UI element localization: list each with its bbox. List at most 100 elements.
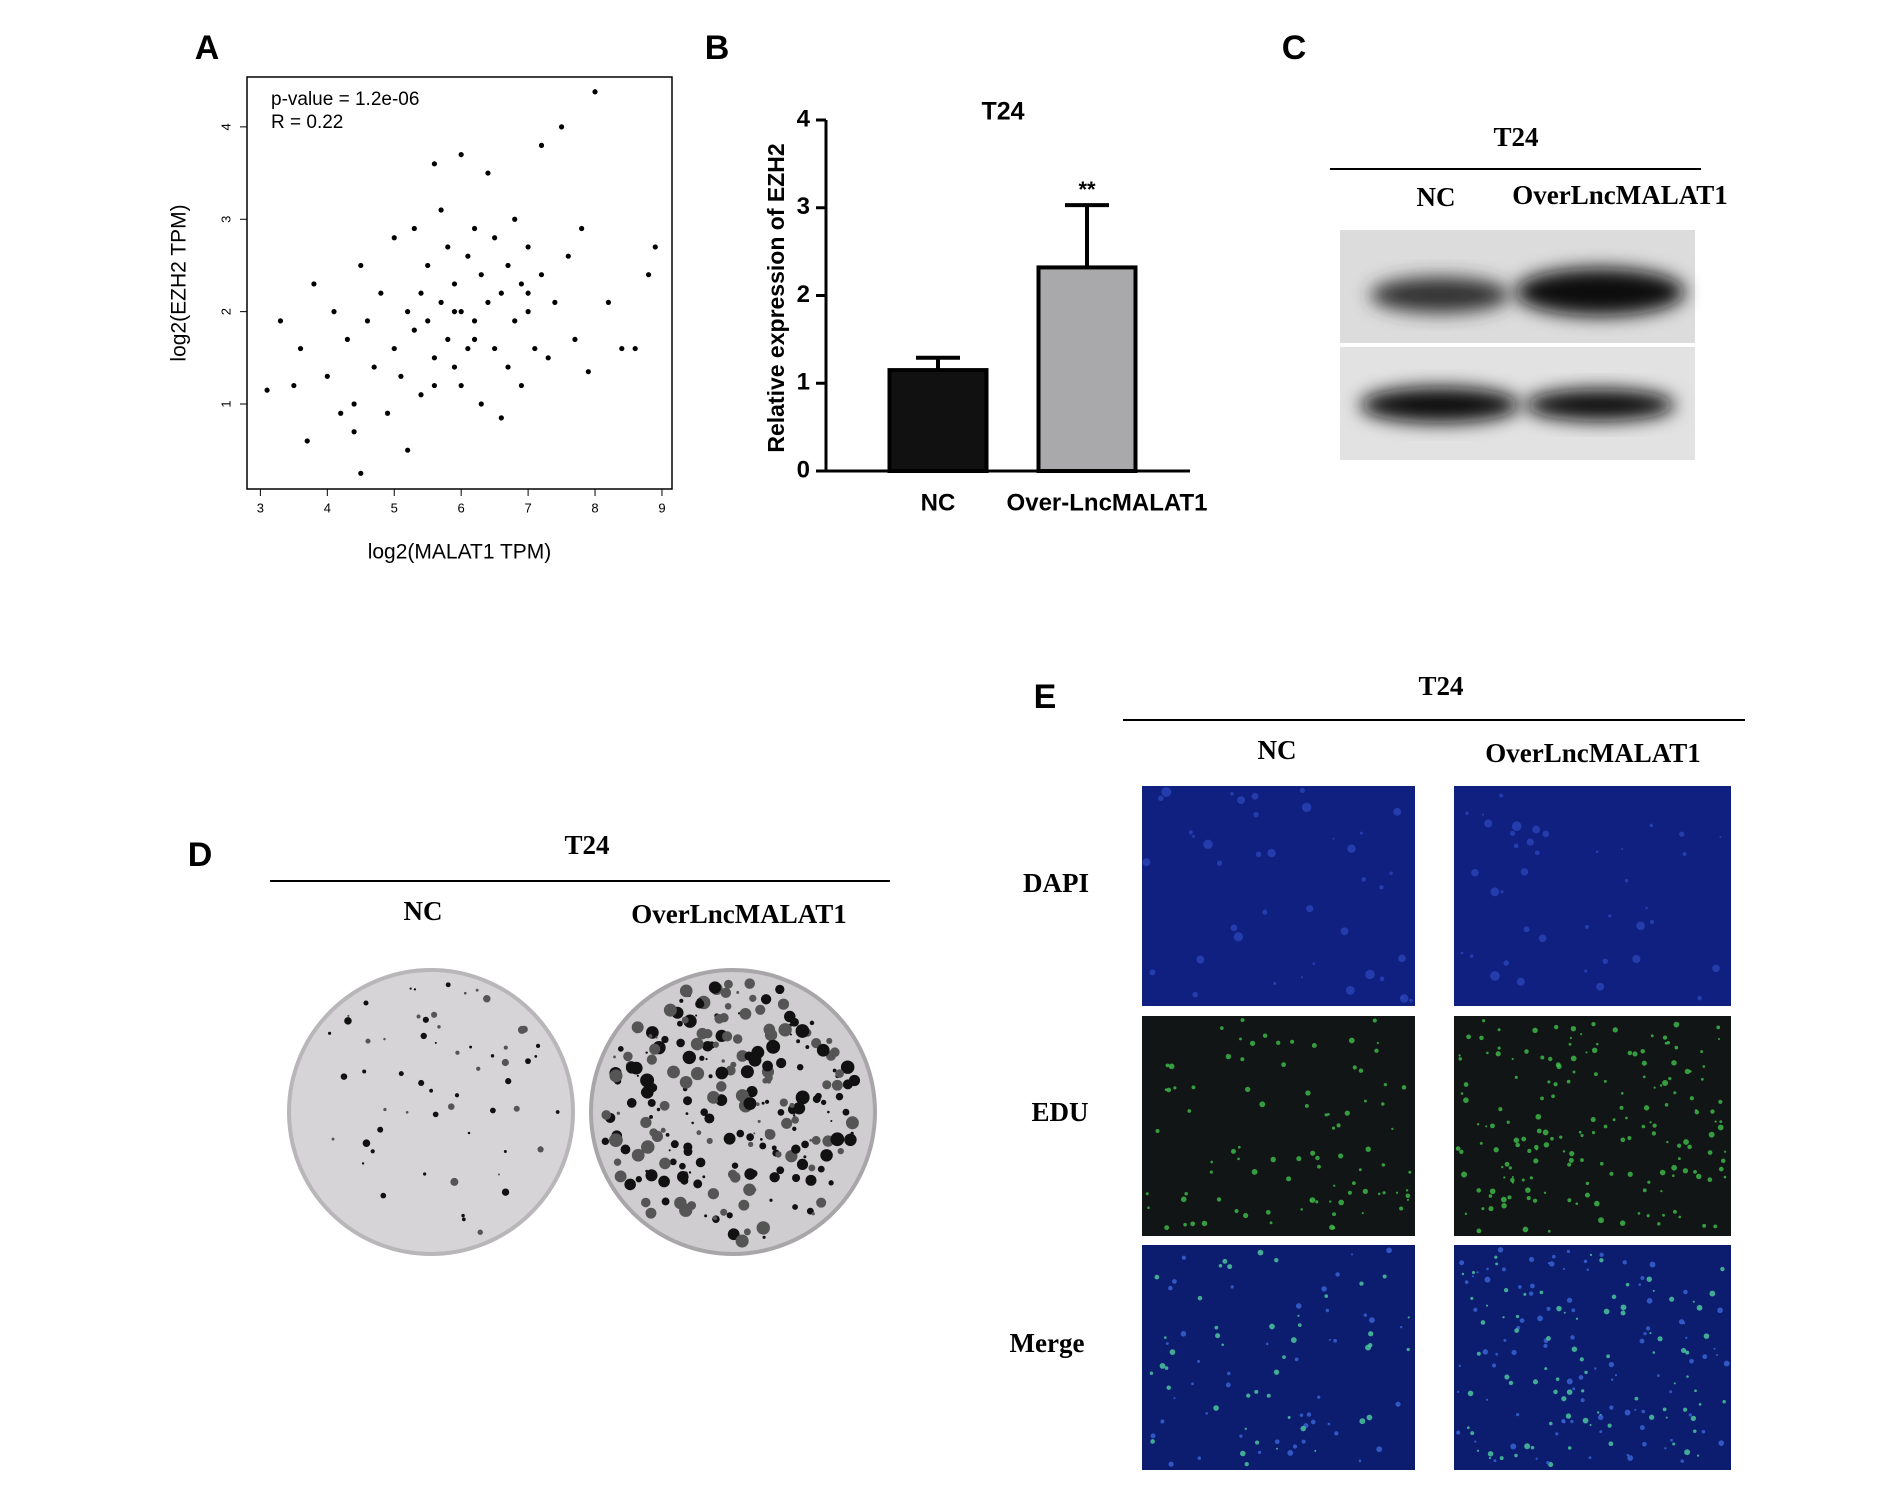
cell <box>1598 1217 1604 1224</box>
cell <box>1660 1189 1663 1193</box>
cell <box>1168 1461 1174 1467</box>
cell <box>1567 1198 1572 1203</box>
cell <box>1697 995 1702 1001</box>
cell <box>1565 1413 1572 1419</box>
cell <box>1673 1091 1677 1095</box>
y-tick-label: 2 <box>218 308 233 315</box>
cell <box>1696 1173 1702 1180</box>
bar <box>887 368 989 473</box>
point <box>525 244 531 250</box>
cell <box>1368 1331 1374 1337</box>
colony <box>840 1060 855 1074</box>
point <box>525 290 531 296</box>
cell <box>1470 1296 1474 1300</box>
point <box>438 299 444 305</box>
colony <box>413 988 417 991</box>
colony <box>625 1061 638 1074</box>
column-label: OverLncMALAT1 <box>1512 180 1727 210</box>
colony <box>724 979 733 989</box>
cell <box>1622 1260 1627 1265</box>
colony <box>724 1002 732 1010</box>
cell <box>1168 1063 1175 1070</box>
cell <box>1524 1049 1529 1054</box>
colony <box>761 1101 765 1105</box>
cell <box>1657 1374 1660 1377</box>
cell <box>1493 1459 1497 1463</box>
colony <box>738 1199 750 1211</box>
colony <box>649 1043 661 1055</box>
cell <box>1273 1369 1280 1375</box>
cell <box>1255 851 1262 858</box>
cell <box>1723 1360 1730 1367</box>
micrographs <box>1142 786 1731 1470</box>
cell <box>1586 1268 1590 1271</box>
cell <box>1514 1453 1518 1458</box>
colony <box>434 1041 437 1044</box>
cell <box>1218 1264 1223 1268</box>
cell <box>1145 1192 1149 1196</box>
colony <box>432 1111 439 1118</box>
colony <box>769 1198 773 1202</box>
cell <box>1543 1343 1548 1349</box>
annotation: R = 0.22 <box>271 112 343 133</box>
cell <box>1539 1290 1544 1295</box>
colony <box>683 1096 693 1106</box>
cell <box>1216 860 1223 866</box>
point <box>405 447 411 453</box>
colony <box>792 1102 806 1115</box>
cell <box>1714 1120 1717 1123</box>
cell <box>1221 1343 1224 1347</box>
cell <box>1332 1212 1337 1217</box>
colony <box>647 1098 656 1107</box>
point <box>518 382 525 389</box>
colony <box>729 1172 741 1183</box>
colony <box>832 1068 837 1073</box>
cell <box>1246 1393 1251 1398</box>
cell <box>1382 1274 1387 1279</box>
cell <box>1286 1176 1292 1182</box>
cell <box>1510 830 1516 836</box>
point <box>451 309 458 315</box>
cell <box>1555 1432 1559 1436</box>
cell <box>1534 850 1540 856</box>
cell <box>1570 1335 1575 1340</box>
colony <box>663 1003 677 1017</box>
panel-label: E <box>1034 678 1057 716</box>
cell <box>1521 1136 1527 1142</box>
colony <box>746 1133 754 1141</box>
colony <box>743 1228 751 1236</box>
cell <box>1240 1057 1245 1062</box>
cell <box>1184 1192 1188 1196</box>
point <box>351 429 357 435</box>
cell <box>1369 1317 1375 1323</box>
cell <box>1499 793 1504 798</box>
point <box>451 281 458 287</box>
cell <box>1657 1336 1663 1342</box>
colony <box>636 1074 639 1077</box>
cell <box>1536 1128 1542 1134</box>
cell <box>1649 1121 1652 1124</box>
cell <box>1683 1139 1689 1145</box>
cell <box>1588 1456 1592 1460</box>
cell <box>1584 1192 1590 1198</box>
cell <box>1480 1320 1486 1325</box>
point <box>391 345 397 352</box>
cell <box>1191 1085 1196 1090</box>
colony <box>700 1108 708 1116</box>
cell <box>1309 1199 1313 1202</box>
colony <box>613 1055 616 1059</box>
cell <box>1657 1222 1661 1226</box>
cell <box>1717 1307 1723 1314</box>
cell <box>1671 1164 1677 1171</box>
colony <box>422 1016 429 1023</box>
cell <box>1310 1150 1316 1156</box>
cell <box>1596 1411 1600 1414</box>
point <box>478 401 484 407</box>
colony <box>696 1130 702 1136</box>
colony <box>795 1090 810 1105</box>
cell <box>1553 1024 1559 1030</box>
colony <box>513 1105 520 1112</box>
cell <box>1352 1181 1356 1186</box>
point <box>411 225 417 232</box>
colony <box>720 987 732 999</box>
